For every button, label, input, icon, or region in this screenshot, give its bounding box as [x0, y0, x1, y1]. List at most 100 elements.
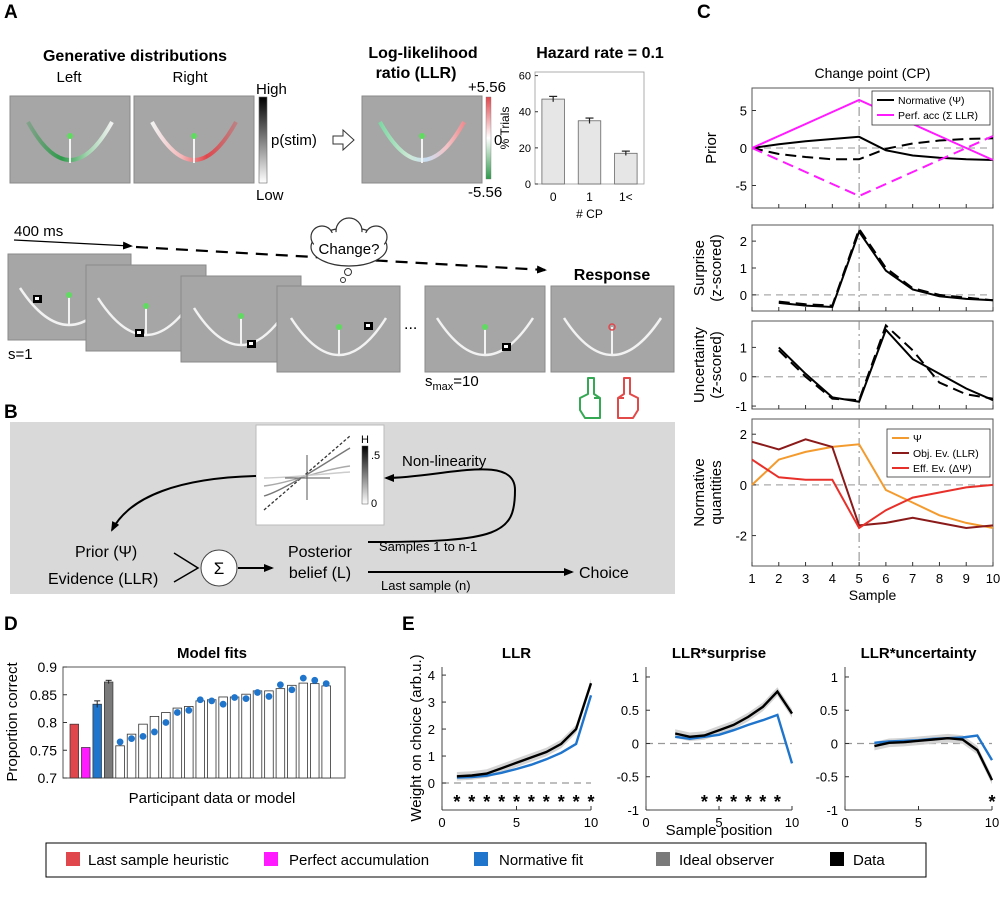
y-tick-label: 3	[428, 695, 435, 710]
y-tick-label: 0.7	[38, 770, 58, 786]
y-tick-label: 0	[740, 478, 747, 493]
probability-colorbar	[258, 96, 268, 184]
significance-star: *	[730, 792, 737, 812]
hazard-rate-chart: 0 20 40 60 0 1 1< # CP % Trials	[498, 71, 645, 221]
y-axis-label: Weight on choice (arb.u.)	[408, 654, 425, 821]
participant-bar	[138, 723, 148, 779]
y-tick-label: 20	[519, 143, 531, 155]
legend-box	[871, 90, 991, 126]
participant-bar	[298, 682, 309, 779]
y-tick-label: 1	[740, 340, 747, 355]
thought-text: Change?	[319, 241, 380, 258]
normative-fit-dot	[196, 696, 204, 704]
series-line	[751, 135, 994, 198]
legend-swatch	[66, 852, 80, 866]
feedback-arrow	[367, 468, 517, 543]
x-tick-label: 10	[785, 815, 799, 830]
timing-label: 400 ms	[14, 223, 63, 240]
x-tick-label: 5	[855, 571, 862, 586]
legend-label: Ideal observer	[679, 852, 774, 869]
y-tick-label: 0.5	[621, 703, 639, 718]
participant-bar	[264, 690, 274, 779]
normative-fit-dot	[173, 709, 181, 716]
y-tick-label: 0	[740, 141, 747, 156]
uncertainty-weights-chart: LLR*uncertainty-1-0.500.510 5 10*	[816, 645, 1000, 830]
x-tick-label: 1<	[619, 190, 633, 204]
x-tick-label: 0	[642, 815, 649, 830]
panel-title: LLR*surprise	[672, 645, 766, 662]
llr-colorbar	[485, 96, 492, 180]
y-axis-label: (z-scored)	[708, 331, 725, 399]
participant-bar	[275, 688, 286, 779]
panel-title: LLR*uncertainty	[861, 645, 978, 662]
bar	[614, 152, 638, 185]
participant-bar	[241, 693, 251, 779]
right-distribution-screen	[133, 95, 255, 184]
legend-label: Data	[853, 852, 885, 869]
smax-label: smax=10	[425, 373, 479, 393]
samples-label: Samples 1 to n-1	[379, 539, 477, 554]
normative-fit-dot	[185, 706, 193, 714]
panel-letter-d: D	[4, 614, 18, 635]
y-tick-label: 2	[740, 427, 747, 442]
participant-bar	[115, 745, 125, 779]
series-line	[456, 682, 593, 778]
significance-star: *	[483, 792, 490, 812]
series-line	[456, 694, 593, 779]
normative-fit-dot	[299, 674, 307, 682]
x-tick-label: 6	[882, 571, 889, 586]
significance-star: *	[498, 792, 505, 812]
legend-swatch	[264, 852, 278, 866]
significance-star: *	[573, 792, 580, 812]
llr-min-label: -5.56	[468, 184, 502, 201]
p-stim-label: p(stim)	[271, 132, 317, 149]
normative-fit-dot	[265, 693, 273, 700]
normative-fit-dot	[139, 732, 147, 740]
y-tick-label: 0.8	[38, 715, 58, 731]
series-line	[674, 689, 793, 739]
sum-node	[200, 549, 238, 587]
panel-letter-a: A	[4, 2, 18, 23]
smax-value: =10	[453, 373, 478, 390]
participant-bar	[229, 696, 240, 779]
y-tick-label: 0	[831, 736, 838, 751]
smax-s: s	[425, 373, 433, 390]
nonlinearity-inset	[255, 424, 385, 526]
posterior-label-line2: belief (L)	[289, 565, 351, 582]
normative-fit-dot	[219, 700, 227, 708]
stimulus-screen-4	[276, 285, 401, 373]
y-tick-label: 0.5	[820, 703, 838, 718]
y-tick-label: -1	[735, 399, 747, 414]
y-tick-label: 1	[632, 670, 639, 685]
significance-star: *	[543, 792, 550, 812]
normative-fit-dot	[162, 719, 170, 726]
legend-label: Normative fit	[499, 852, 584, 869]
x-tick-label: 9	[963, 571, 970, 586]
series-line	[751, 135, 994, 161]
left-label: Left	[56, 69, 82, 86]
left-distribution-screen	[9, 95, 131, 184]
y-tick-label: -2	[735, 529, 747, 544]
legend-swatch	[656, 852, 670, 866]
llr-screen	[361, 95, 483, 184]
legend-label: Obj. Ev. (LLR)	[913, 448, 979, 460]
x-tick-label: 5	[715, 815, 722, 830]
y-tick-label: -0.5	[816, 770, 838, 785]
x-axis-label: # CP	[576, 207, 603, 221]
normative-fit-dot	[208, 697, 216, 705]
significance-star: *	[528, 792, 535, 812]
panel-title: Change point (CP)	[815, 65, 931, 81]
y-tick-label: 1	[428, 749, 435, 764]
x-tick-label: 10	[986, 571, 1000, 586]
x-tick-label: 10	[584, 815, 598, 830]
right-label: Right	[172, 69, 208, 86]
bottom-legend: Last sample heuristic Perfect accumulati…	[45, 842, 927, 878]
sum-symbol: Σ	[214, 559, 225, 578]
y-tick-label: 1	[831, 670, 838, 685]
x-axis-label: Sample position	[666, 822, 773, 839]
legend-label: Ψ	[913, 433, 922, 445]
stimulus-screen-final	[424, 285, 546, 373]
y-tick-label: 0.85	[30, 687, 57, 703]
